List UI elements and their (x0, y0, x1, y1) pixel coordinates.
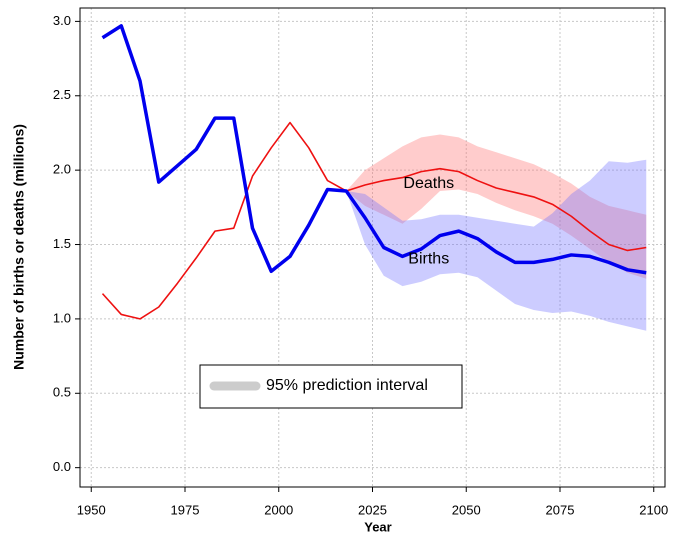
y-tick-label: 0.5 (53, 385, 71, 400)
y-tick-label: 2.0 (53, 162, 71, 177)
x-tick-label: 1950 (77, 502, 106, 517)
x-axis-label: Year (364, 519, 391, 534)
x-tick-label: 2050 (452, 502, 481, 517)
y-tick-label: 3.0 (53, 13, 71, 28)
x-tick-label: 2000 (264, 502, 293, 517)
series-label: Births (408, 251, 449, 268)
x-tick-label: 2100 (639, 502, 668, 517)
series-line (101, 121, 647, 320)
y-tick-label: 2.5 (53, 87, 71, 102)
series-line (101, 24, 647, 275)
y-tick-label: 0.0 (53, 459, 71, 474)
x-tick-label: 2075 (546, 502, 575, 517)
x-tick-label: 1975 (171, 502, 200, 517)
x-tick-label: 2025 (358, 502, 387, 517)
legend-label: 95% prediction interval (266, 377, 428, 394)
y-tick-label: 1.0 (53, 310, 71, 325)
y-axis-label: Number of births or deaths (millions) (11, 124, 27, 370)
plot-frame (79, 7, 666, 488)
prediction-band (346, 134, 647, 279)
series-label: Deaths (403, 175, 454, 192)
y-tick-label: 1.5 (53, 236, 71, 251)
prediction-band (346, 159, 647, 331)
